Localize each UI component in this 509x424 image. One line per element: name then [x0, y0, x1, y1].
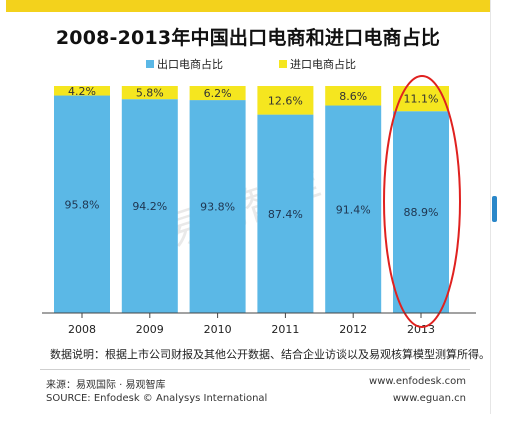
bar-import-2011 — [257, 86, 314, 115]
legend-swatch-import — [279, 60, 287, 68]
label-import-2012: 8.6% — [339, 90, 367, 103]
x-tick-label-2012: 2012 — [339, 323, 367, 336]
label-export-2012: 91.4% — [336, 203, 371, 216]
page-edge-line — [490, 0, 491, 414]
legend-item-export: 出口电商占比 — [146, 56, 223, 72]
label-import-2010: 6.2% — [204, 87, 232, 100]
label-export-2011: 87.4% — [268, 208, 303, 221]
label-import-2009: 5.8% — [136, 87, 164, 100]
label-export-2010: 93.8% — [200, 201, 235, 214]
bar-export-2008 — [54, 95, 110, 313]
label-import-2013: 11.1% — [404, 93, 439, 106]
label-export-2008: 95.8% — [65, 198, 100, 211]
footer-divider — [40, 369, 470, 370]
accent-bar — [6, 0, 490, 12]
highlight-ellipse-2013 — [383, 75, 461, 328]
label-export-2009: 94.2% — [132, 200, 167, 213]
bar-export-2010 — [189, 100, 246, 313]
label-export-2013: 88.9% — [404, 206, 439, 219]
bar-export-2012 — [325, 105, 382, 313]
bar-import-2012 — [325, 86, 382, 106]
bar-import-2010 — [189, 86, 246, 101]
legend-item-import: 进口电商占比 — [279, 56, 356, 72]
chart-legend: 出口电商占比 进口电商占比 — [146, 56, 356, 72]
label-import-2011: 12.6% — [268, 94, 303, 107]
url-enfodesk[interactable]: www.enfodesk.com — [369, 376, 466, 387]
footer-row-1: 来源：易观国际 · 易观智库 www.enfodesk.com — [46, 376, 466, 391]
x-tick-label-2010: 2010 — [204, 323, 232, 336]
url-eguan[interactable]: www.eguan.cn — [392, 393, 466, 404]
x-tick-label-2011: 2011 — [271, 323, 299, 336]
bar-export-2013 — [393, 111, 449, 314]
footer-row-2: SOURCE: Enfodesk © Analysys Internationa… — [46, 393, 466, 404]
bar-import-2009 — [121, 86, 178, 100]
chart-title: 2008-2013年中国出口电商和进口电商占比 — [55, 27, 441, 49]
legend-label-import: 进口电商占比 — [290, 58, 356, 71]
bar-export-2011 — [257, 114, 314, 314]
label-import-2008: 4.2% — [68, 85, 96, 98]
data-note: 数据说明：根据上市公司财报及其他公开数据、结合企业访谈以及易观核算模型测算所得。 — [50, 348, 490, 361]
bar-import-2008 — [54, 86, 110, 96]
legend-label-export: 出口电商占比 — [157, 58, 223, 71]
report-figure: 2008-2013年中国出口电商和进口电商占比 出口电商占比 进口电商占比 易观… — [6, 0, 490, 414]
legend-swatch-export — [146, 60, 154, 68]
source-en: SOURCE: Enfodesk © Analysys Internationa… — [46, 393, 268, 404]
stacked-bar-chart: 易观智库95.8%4.2%200894.2%5.8%200993.8%6.2%2… — [42, 75, 476, 336]
x-tick-label-2009: 2009 — [136, 323, 164, 336]
x-tick-label-2008: 2008 — [68, 323, 96, 336]
source-cn: 来源：易观国际 · 易观智库 — [46, 380, 166, 391]
side-marker — [492, 196, 497, 222]
bar-export-2009 — [121, 99, 178, 313]
